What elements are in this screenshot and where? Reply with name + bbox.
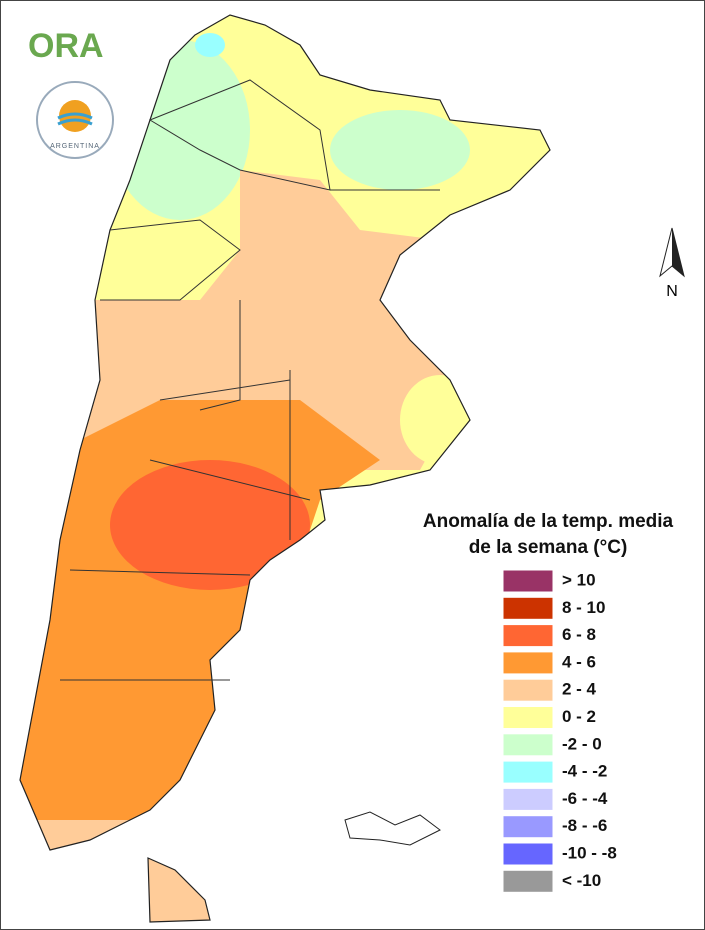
zone-m2-0 xyxy=(330,110,470,190)
legend-label: -2 - 0 xyxy=(562,734,602,753)
legend-swatch xyxy=(503,816,553,838)
legend-swatch xyxy=(503,625,553,647)
map-page: ORA ARGENTINA N Anomalía de la temp. med… xyxy=(0,0,705,930)
legend-swatch xyxy=(503,761,553,783)
logo-emblem-text: ARGENTINA xyxy=(50,143,100,150)
legend-swatch xyxy=(503,679,553,701)
legend-swatch xyxy=(503,734,553,756)
legend-swatch xyxy=(503,570,553,592)
legend-swatch xyxy=(503,597,553,619)
legend-label: 8 - 10 xyxy=(562,598,605,617)
legend-label: 2 - 4 xyxy=(562,680,597,699)
legend-label: > 10 xyxy=(562,570,596,589)
legend-swatch xyxy=(503,652,553,674)
legend-label: < -10 xyxy=(562,871,601,890)
legend-swatch xyxy=(503,870,553,892)
legend-label: -6 - -4 xyxy=(562,789,608,808)
legend-swatch xyxy=(503,843,553,865)
legend-label: 0 - 2 xyxy=(562,707,596,726)
north-label: N xyxy=(666,283,678,300)
logo-text: ORA xyxy=(28,27,104,65)
legend-title: de la semana (°C) xyxy=(469,537,628,558)
legend-swatch xyxy=(503,707,553,729)
legend-label: -10 - -8 xyxy=(562,843,617,862)
legend-title: Anomalía de la temp. media xyxy=(423,511,674,532)
legend-label: -4 - -2 xyxy=(562,762,607,781)
legend-label: 6 - 8 xyxy=(562,625,596,644)
zone-m4-m2 xyxy=(195,33,225,57)
legend-label: 4 - 6 xyxy=(562,652,596,671)
legend-swatch xyxy=(503,788,553,810)
legend-label: -8 - -6 xyxy=(562,816,607,835)
